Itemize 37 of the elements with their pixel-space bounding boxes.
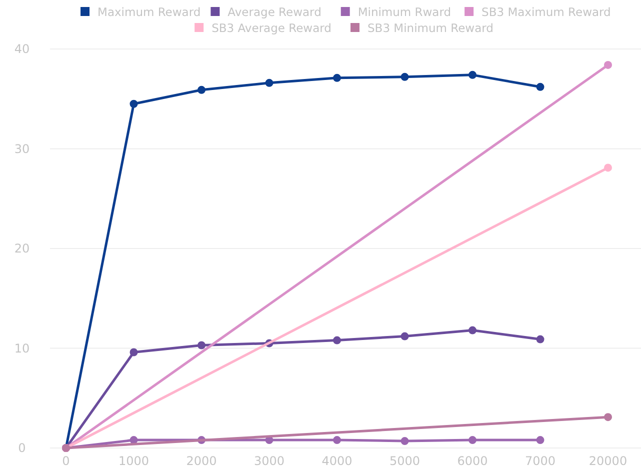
point [400,72,409,81]
legend-label: Minimum Rward [358,5,452,20]
x-tick-label: 4000 [322,454,352,468]
x-tick-label: 3000 [254,454,285,468]
point [130,348,138,356]
x-tick-label: 6000 [457,454,488,468]
y-tick-label: 40 [14,42,30,56]
point [536,436,544,444]
legend-label: Maximum Reward [98,5,201,20]
point [333,336,341,344]
x-tick-label: 1000 [118,454,150,468]
point [468,436,476,444]
point [468,326,476,334]
point [265,78,274,87]
point [400,437,409,446]
legend-label: SB3 Maximum Reward [482,5,611,20]
point [536,335,544,344]
x-tick-label: 7000 [524,454,556,468]
y-tick-label: 30 [14,142,30,156]
legend-label: Average Reward [228,5,322,20]
point [400,332,409,340]
point [468,70,476,79]
point [536,82,544,91]
point [333,74,341,82]
point [333,436,341,444]
point [198,341,206,350]
x-tick-label: 5000 [389,454,420,468]
x-tick-label: 20000 [588,454,628,468]
x-tick-label: 2000 [186,454,217,468]
legend-label: SB3 Minimum Reward [368,21,494,36]
y-tick-label: 20 [14,242,30,256]
point [130,100,138,108]
point [198,86,206,94]
x-tick-label: 0 [62,454,70,468]
y-tick-label: 0 [18,441,26,456]
y-tick-label: 10 [14,341,30,356]
legend-label: SB3 Average Reward [212,21,332,36]
